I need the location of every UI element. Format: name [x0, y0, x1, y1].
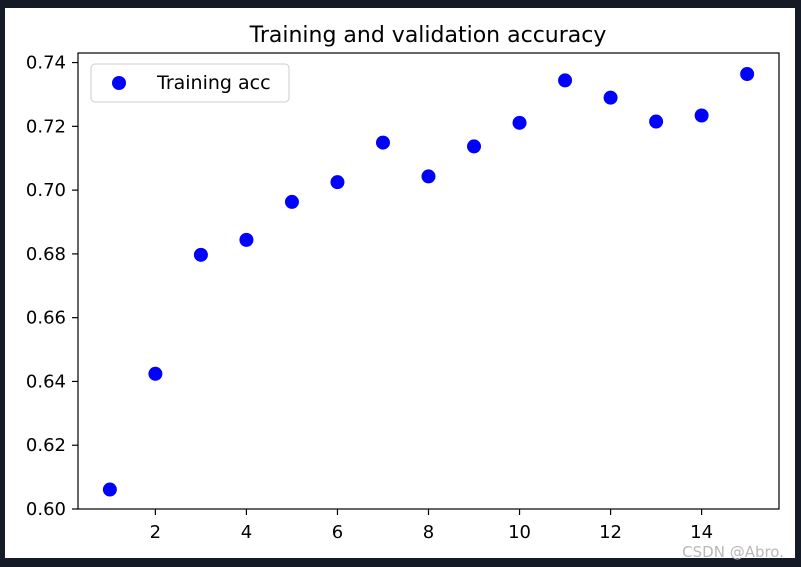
y-tick-label: 0.66	[26, 308, 66, 329]
y-tick-label: 0.70	[26, 180, 66, 201]
data-point	[330, 175, 345, 190]
data-point	[603, 90, 618, 105]
axes-frame	[77, 52, 780, 510]
data-point	[421, 169, 436, 184]
y-tick-label: 0.60	[26, 499, 66, 520]
x-tick-label: 6	[332, 522, 343, 543]
data-point	[649, 114, 664, 129]
data-point	[694, 108, 709, 123]
data-point	[148, 366, 163, 381]
data-point	[512, 115, 527, 130]
y-tick-label: 0.72	[26, 116, 66, 137]
data-point	[740, 67, 755, 82]
data-point	[239, 232, 254, 247]
y-tick-label: 0.62	[26, 435, 66, 456]
y-tick-label: 0.64	[26, 371, 66, 392]
data-point	[467, 139, 482, 154]
x-tick-label: 8	[423, 522, 434, 543]
watermark: CSDN @Abro.	[682, 543, 784, 561]
x-tick-label: 4	[241, 522, 252, 543]
x-tick-label: 12	[599, 522, 622, 543]
chart-title: Training and validation accuracy	[249, 23, 607, 48]
data-point	[375, 135, 390, 150]
y-tick-label: 0.74	[26, 53, 66, 74]
legend-marker	[112, 76, 126, 90]
y-tick-label: 0.68	[26, 244, 66, 265]
data-point	[558, 73, 573, 88]
legend-label: Training acc	[156, 72, 271, 94]
x-tick-label: 14	[690, 522, 713, 543]
data-point	[193, 247, 208, 262]
data-point	[284, 194, 299, 209]
x-tick-label: 10	[508, 522, 531, 543]
data-point	[102, 482, 117, 497]
x-tick-label: 2	[150, 522, 161, 543]
legend-box	[90, 63, 290, 103]
legend: Training acc	[90, 63, 290, 103]
